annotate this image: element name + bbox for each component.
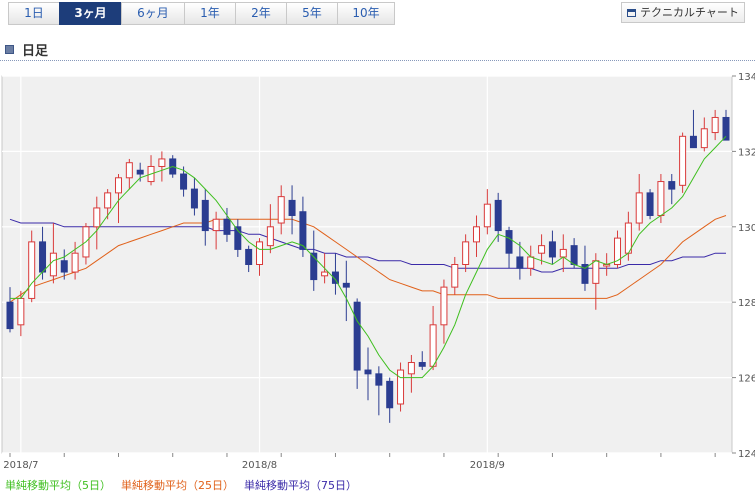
- candle-body: [429, 324, 437, 367]
- legend: 単純移動平均（5日） 単純移動平均（25日） 単純移動平均（75日）: [5, 477, 357, 493]
- technical-chart-label: テクニカルチャート: [640, 6, 739, 19]
- candle-body: [223, 218, 231, 235]
- candle-body: [364, 369, 372, 375]
- candle-body: [321, 271, 329, 277]
- candle-body: [28, 241, 36, 299]
- x-tick-label: 2018/8: [242, 460, 277, 471]
- candle-body: [17, 297, 25, 326]
- candle-body: [288, 199, 296, 216]
- candle-body: [190, 188, 198, 209]
- candle-body: [180, 173, 188, 190]
- y-tick-label: 124: [738, 449, 755, 460]
- candlestick-chart: 124 126 128 130 132 134 2018/7 2018/8 2018/9: [1, 72, 755, 471]
- tab-1[interactable]: 3ヶ月: [59, 2, 122, 25]
- candle-body: [71, 252, 79, 273]
- candle-body: [548, 241, 556, 258]
- tab-2[interactable]: 6ヶ月: [121, 2, 185, 25]
- candle-body: [39, 241, 47, 273]
- y-tick-label: 128: [738, 298, 755, 309]
- tab-5[interactable]: 5年: [286, 2, 338, 25]
- plot-area: [1, 75, 733, 454]
- candle-body: [353, 301, 361, 371]
- ma5-line: [10, 135, 727, 379]
- candle-body: [299, 211, 307, 250]
- candle-body: [679, 135, 687, 186]
- section-title: 日足: [22, 44, 49, 59]
- tab-0[interactable]: 1日: [8, 2, 60, 25]
- candle-body: [711, 116, 719, 134]
- candle-body: [104, 192, 112, 209]
- x-tick-label: 2018/9: [470, 460, 505, 471]
- candle-body: [266, 226, 274, 247]
- square-icon: [5, 45, 14, 54]
- divider: [0, 60, 755, 61]
- candle-body: [60, 260, 68, 273]
- candle-body: [527, 256, 535, 269]
- candle-body: [375, 373, 383, 386]
- candle-body: [310, 252, 318, 281]
- y-tick-label: 126: [738, 374, 755, 385]
- candle-body: [635, 192, 643, 224]
- candle-body: [646, 192, 654, 216]
- candle-body: [125, 162, 133, 179]
- candle-body: [158, 158, 166, 167]
- legend-ma75: 単純移動平均（75日）: [244, 479, 357, 492]
- candle-body: [418, 362, 426, 367]
- candle-body: [483, 203, 491, 228]
- tab-6[interactable]: 10年: [337, 2, 395, 25]
- candle-body: [505, 230, 513, 254]
- candle-body: [331, 271, 339, 284]
- candle-body: [407, 362, 415, 375]
- legend-ma25: 単純移動平均（25日）: [121, 479, 234, 492]
- candle-body: [668, 181, 676, 190]
- tab-4[interactable]: 2年: [235, 2, 287, 25]
- candle-body: [581, 264, 589, 284]
- candle-body: [93, 207, 101, 228]
- candle-body: [614, 237, 622, 265]
- candle-body: [49, 252, 57, 277]
- candle-body: [462, 241, 470, 266]
- candle-body: [570, 245, 578, 265]
- candle-body: [722, 116, 730, 141]
- candle-body: [386, 380, 394, 409]
- candle-body: [256, 241, 264, 266]
- candle-body: [451, 264, 459, 288]
- candle-body: [700, 128, 708, 149]
- x-tick-label: 2018/7: [3, 460, 38, 471]
- candle-body: [245, 248, 253, 265]
- candle-body: [494, 199, 502, 232]
- tab-3[interactable]: 1年: [184, 2, 236, 25]
- candle-body: [592, 260, 600, 284]
- candle-body: [234, 226, 242, 250]
- candle-body: [397, 369, 405, 405]
- candle-body: [472, 226, 480, 243]
- legend-ma5: 単純移動平均（5日）: [5, 479, 111, 492]
- section-header: 日足: [5, 40, 48, 59]
- candle-body: [342, 282, 350, 288]
- candle-body: [689, 135, 697, 149]
- ma25-line: [9, 215, 727, 303]
- candle-body: [212, 218, 220, 232]
- candle-body: [538, 245, 546, 254]
- candle-body: [559, 248, 567, 258]
- candle-body: [6, 301, 14, 330]
- candle-body: [201, 199, 209, 232]
- candle-body: [516, 256, 524, 269]
- candle-body: [277, 196, 285, 224]
- candle-body: [657, 181, 665, 216]
- y-tick-label: 134: [738, 72, 755, 83]
- candle-body: [114, 177, 122, 194]
- y-tick-label: 132: [738, 147, 755, 158]
- candle-body: [440, 286, 448, 326]
- candle-body: [136, 169, 144, 175]
- y-tick-label: 130: [738, 223, 755, 234]
- window-icon: [627, 8, 636, 17]
- technical-chart-button[interactable]: テクニカルチャート: [621, 2, 745, 23]
- period-tabs: 1日 3ヶ月 6ヶ月 1年 2年 5年 10年: [8, 2, 395, 25]
